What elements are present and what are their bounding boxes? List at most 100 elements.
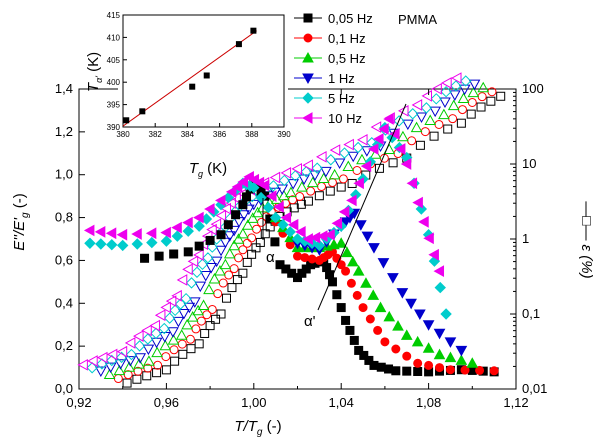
strain-point	[197, 299, 210, 310]
inset-frame	[122, 14, 285, 128]
loss-point	[360, 160, 372, 172]
y-left-tick-label: 0,8	[55, 210, 73, 225]
strain-point	[374, 163, 384, 173]
y-left-tick-label: 1,2	[55, 124, 73, 139]
strain-point	[114, 359, 127, 370]
loss-point	[387, 273, 399, 284]
loss-point	[433, 328, 446, 340]
loss-point	[223, 220, 233, 230]
strain-point	[221, 293, 231, 303]
strain-point	[388, 158, 398, 168]
loss-point	[336, 303, 346, 313]
inset-x-tick-label: 384	[181, 130, 195, 139]
y-axis-left-label: E''/E'g (-)	[11, 193, 31, 251]
strain-point	[223, 231, 236, 242]
loss-point	[287, 218, 299, 231]
strain-point	[178, 349, 188, 359]
loss-point	[105, 227, 117, 240]
strain-point	[86, 362, 98, 374]
strain-point	[429, 131, 439, 141]
strain-point	[176, 274, 188, 286]
y-right-tick-label: 0,01	[522, 381, 547, 396]
legend: 0,05 Hz 0,1 Hz 0,5 Hz 1 Hz 5 Hz 10 Hz	[294, 11, 373, 126]
loss-series	[140, 176, 499, 377]
strain-point	[314, 191, 324, 201]
strain-point	[434, 119, 444, 129]
main-plot: 0,92 0,96 1,00 1,04 1,08 1,12 0,0 0,2 0,4 0,6 0,8 1…	[11, 72, 595, 438]
strain-point	[329, 144, 341, 156]
loss-point	[402, 366, 412, 376]
loss-point	[324, 228, 335, 241]
strain-point	[467, 97, 477, 107]
loss-point	[154, 251, 164, 261]
loss-point	[106, 239, 118, 251]
strain-point	[218, 278, 228, 288]
strain-point	[306, 176, 319, 188]
inset-y-tick-label: 415	[107, 11, 121, 20]
loss-point	[295, 226, 306, 238]
loss-point	[205, 235, 215, 245]
strain-point	[208, 273, 221, 284]
legend-label: 0,5 Hz	[328, 51, 366, 66]
loss-point	[269, 211, 282, 224]
loss-point	[146, 236, 158, 249]
strain-point	[113, 374, 123, 384]
strain-point	[213, 289, 223, 299]
loss-point	[365, 314, 375, 324]
strain-point	[486, 96, 496, 106]
strain-point	[431, 82, 442, 95]
y-right-tick-label: 0,1	[522, 306, 540, 321]
loss-point	[352, 290, 362, 300]
loss-point	[353, 177, 364, 190]
x-tick-label: 1,12	[503, 395, 528, 410]
inset-y-label: Tα' (K)	[85, 52, 104, 92]
loss-point	[364, 355, 374, 365]
inset-x-tick-label: 390	[277, 130, 291, 139]
strain-point	[238, 210, 250, 221]
annotation-alpha-prime: α'	[304, 313, 316, 330]
strain-point	[185, 334, 195, 344]
strain-point	[291, 162, 302, 175]
strain-point	[450, 72, 462, 84]
strain-point	[302, 159, 313, 172]
loss-point	[345, 325, 355, 335]
strain-point	[205, 262, 218, 274]
strain-point	[181, 318, 194, 330]
legend-label: 0,05 Hz	[328, 11, 373, 26]
strain-point	[420, 127, 430, 137]
loss-layer	[83, 113, 499, 377]
strain-point	[306, 186, 316, 196]
strain-point	[317, 182, 327, 192]
strain-point	[317, 172, 330, 184]
strain-point	[206, 241, 218, 253]
loss-point	[391, 344, 401, 354]
strain-point	[338, 174, 348, 184]
strain-point	[407, 136, 417, 146]
strain-point	[122, 378, 132, 388]
strain-point	[216, 309, 226, 319]
legend-marker	[303, 33, 313, 43]
loss-point	[116, 239, 129, 252]
loss-point	[341, 266, 351, 276]
strain-point	[152, 368, 162, 378]
loss-point	[455, 354, 468, 365]
strain-point	[370, 121, 382, 133]
loss-point	[352, 265, 365, 276]
loss-point	[171, 221, 182, 234]
strain-point	[161, 352, 171, 362]
loss-point	[270, 237, 280, 247]
loss-point	[131, 238, 143, 250]
loss-point	[405, 298, 417, 310]
legend-label: 10 Hz	[328, 111, 362, 126]
strain-point	[311, 162, 323, 174]
strain-point	[132, 374, 142, 384]
legend-marker	[301, 112, 313, 124]
loss-point	[354, 345, 364, 355]
strain-point	[439, 97, 451, 109]
loss-point	[360, 277, 372, 288]
loss-point	[359, 350, 369, 360]
strain-point	[242, 238, 252, 248]
strain-point	[193, 249, 204, 261]
loss-point	[194, 241, 204, 251]
strain-point	[278, 174, 291, 187]
